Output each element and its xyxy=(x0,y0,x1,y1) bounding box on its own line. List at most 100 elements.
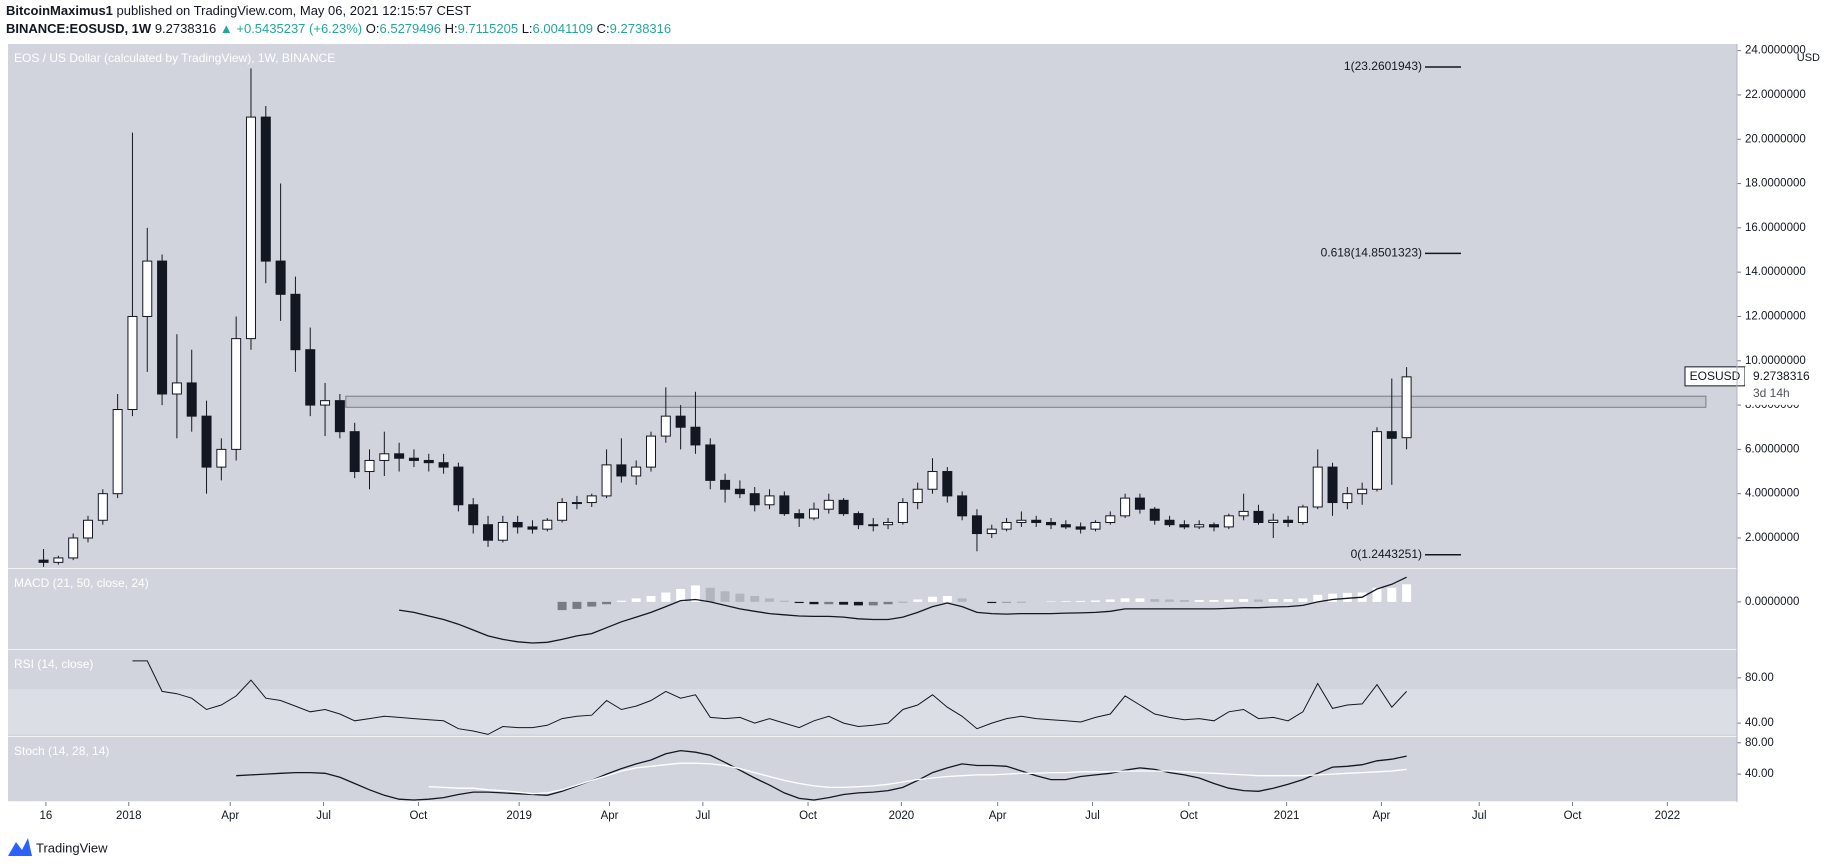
macd-histogram-bar xyxy=(720,591,730,602)
candle-body xyxy=(601,464,612,497)
candle-body xyxy=(912,488,923,504)
candle-body xyxy=(1105,515,1116,523)
rsi-line xyxy=(132,660,1407,735)
symbol-tag-label: EOSUSD xyxy=(1690,369,1741,383)
y-tick-label: 18.0000000 xyxy=(1745,178,1806,190)
y-tick-label: 20.0000000 xyxy=(1745,133,1806,145)
candle-body xyxy=(1149,508,1160,521)
macd-histogram-bar xyxy=(690,585,700,602)
candle-body xyxy=(512,521,523,528)
candle-body xyxy=(971,515,982,535)
ohlc-label: L: xyxy=(522,21,533,36)
x-tick-label: 2021 xyxy=(1274,810,1300,822)
candle-body xyxy=(1031,519,1042,523)
candle-body xyxy=(1016,519,1027,523)
x-tick-label: Jul xyxy=(696,810,711,822)
candle-body xyxy=(853,513,864,526)
candle-body xyxy=(68,537,79,559)
macd-histogram-bar xyxy=(1313,594,1323,602)
candle-body xyxy=(364,459,375,473)
countdown: 3d 14h xyxy=(1753,386,1790,400)
candle-body xyxy=(1090,521,1101,530)
ohlc-value: 6.5279496 xyxy=(380,21,441,36)
y-tick-label: 16.0000000 xyxy=(1745,222,1806,234)
candle-body xyxy=(379,453,390,461)
candle-body xyxy=(571,502,582,505)
ohlc-label: H: xyxy=(445,21,458,36)
candle-body xyxy=(1357,488,1368,495)
macd-histogram-bar xyxy=(602,601,612,605)
candle-body xyxy=(586,495,597,504)
y-tick-label: 4.0000000 xyxy=(1745,488,1799,500)
candle-body xyxy=(1060,524,1071,528)
macd-histogram-bar xyxy=(1372,587,1382,602)
candle-body xyxy=(675,415,686,428)
x-tick-label: 2019 xyxy=(506,810,532,822)
symbol-line: BINANCE:EOSUSD, 1W 9.2738316 ▲ +0.543523… xyxy=(6,21,671,36)
macd-histogram-bar xyxy=(735,593,745,602)
candle-body xyxy=(1223,515,1234,528)
ohlc-value: 6.0041109 xyxy=(533,21,594,36)
tradingview-logo: TradingView xyxy=(8,838,108,856)
candle-body xyxy=(231,338,242,450)
macd-histogram-bar xyxy=(1150,599,1160,602)
candle-body xyxy=(1238,510,1249,517)
candle-body xyxy=(453,466,464,506)
candle-body xyxy=(1386,431,1397,439)
candle-body xyxy=(779,495,790,515)
candle-body xyxy=(97,493,108,521)
macd-histogram-bar xyxy=(809,601,819,605)
candle-body xyxy=(1371,431,1382,490)
candle-body xyxy=(1120,497,1131,517)
candle-body xyxy=(646,435,657,468)
macd-histogram-bar xyxy=(750,596,760,602)
macd-histogram-bar xyxy=(794,601,804,604)
x-tick-label: 2022 xyxy=(1655,810,1681,822)
x-tick-label: Apr xyxy=(601,810,619,822)
macd-histogram-bar xyxy=(572,601,582,609)
candle-body xyxy=(497,521,508,541)
candle-body xyxy=(216,448,227,468)
candle-body xyxy=(142,260,153,317)
candle-body xyxy=(394,453,405,459)
ohlc-label: C: xyxy=(597,21,610,36)
y-tick-label: 6.0000000 xyxy=(1745,443,1799,455)
plot: 2.00000004.00000006.00000008.000000010.0… xyxy=(8,44,1828,822)
ohlc-value: 9.2738316 xyxy=(610,21,671,36)
macd-histogram-bar xyxy=(779,600,789,602)
y-tick-label: 24.0000000 xyxy=(1745,45,1806,57)
y-tick-label: 40.00 xyxy=(1745,768,1774,780)
macd-histogram-bar xyxy=(868,601,878,606)
macd-histogram-bar xyxy=(1298,598,1308,602)
macd-histogram-bar xyxy=(824,601,834,605)
macd-histogram-bar xyxy=(1328,593,1338,602)
macd-histogram-bar xyxy=(705,587,715,602)
candle-body xyxy=(245,116,256,340)
macd-histogram-bar xyxy=(1179,599,1189,602)
candle-body xyxy=(616,464,627,477)
candle-body xyxy=(720,479,731,490)
price-tag-value: 9.2738316 xyxy=(1753,369,1810,383)
x-tick-label: Oct xyxy=(799,810,818,822)
macd-line xyxy=(399,576,1407,644)
macd-histogram-bar xyxy=(661,592,671,602)
candle-body xyxy=(1253,510,1264,523)
candle-body xyxy=(838,499,849,515)
axis-unit: USD xyxy=(1797,52,1820,64)
candle-body xyxy=(1179,524,1190,528)
x-tick-label: Oct xyxy=(409,810,428,822)
candle-body xyxy=(1401,376,1412,439)
macd-histogram-bar xyxy=(1342,592,1352,602)
candle-body xyxy=(171,382,182,395)
macd-histogram-bar xyxy=(1120,598,1130,602)
candle-body xyxy=(157,260,168,395)
candle-body xyxy=(112,409,123,495)
macd-histogram-bar xyxy=(1061,601,1071,602)
candle-body xyxy=(734,488,745,495)
candle-body xyxy=(986,528,997,535)
x-tick-label: Oct xyxy=(1564,810,1583,822)
macd-histogram-bar xyxy=(631,598,641,602)
macd-histogram-bar xyxy=(1224,599,1234,602)
candle-body xyxy=(868,524,879,527)
